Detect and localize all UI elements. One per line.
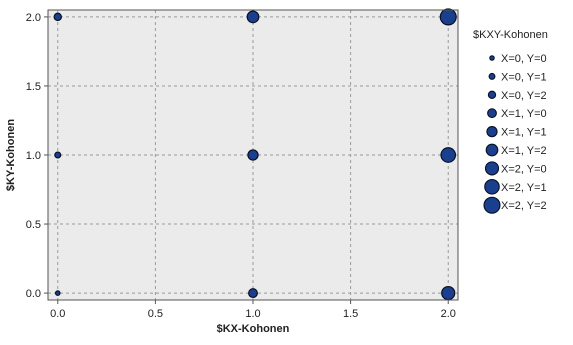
data-point-x-2-y-0 [441,285,456,301]
legend: X=0, Y=0 X=0, Y=1 X=0, Y=2 X=1, Y=0 X=1, Y=1… [483,53,547,214]
y-tick-label: 1.5 [26,81,41,93]
data-point-x-2-y-2 [439,8,457,26]
data-point-x-0-y-2 [53,12,63,22]
legend-marker [488,72,496,80]
x-axis-title: $KX-Kohonen [217,323,290,335]
data-point-x-2-y-1 [440,147,457,163]
legend-label: X=2, Y=1 [501,182,547,194]
legend-label: X=1, Y=0 [501,108,547,120]
x-tick-label: 1.0 [245,308,260,320]
y-tick-label: 0.5 [26,219,41,231]
legend-marker [487,108,497,119]
legend-marker [483,196,501,214]
y-axis-title: $KY-Kohonen [5,119,17,191]
legend-marker [484,161,500,176]
legend-title: $KXY-Kohonen [473,29,548,41]
legend-label: X=0, Y=1 [501,71,547,83]
legend-label: X=0, Y=2 [501,90,547,102]
legend-marker [486,125,498,138]
legend-marker [487,90,497,99]
data-point-x-0-y-1 [54,151,62,159]
legend-label: X=1, Y=1 [501,127,547,139]
data-points [53,8,457,301]
legend-label: X=2, Y=2 [501,200,547,212]
data-point-x-0-y-0 [54,290,61,296]
legend-label: X=2, Y=0 [501,163,547,175]
legend-label: X=1, Y=2 [501,145,547,157]
x-tick-label: 1.5 [343,308,358,320]
y-tick-label: 1.0 [26,150,41,162]
plot-area-border [47,9,459,301]
x-tick-label: 2.0 [441,308,456,320]
x-tick-label: 0.0 [50,308,65,320]
legend-label: X=0, Y=0 [501,53,547,65]
data-point-x-1-y-2 [246,10,260,24]
y-axis-ticks: 0.0 0.5 1.0 1.5 2.0 [26,12,48,300]
legend-marker [485,143,499,157]
data-point-x-1-y-1 [247,149,259,161]
data-point-x-1-y-0 [248,288,258,299]
x-tick-label: 0.5 [148,308,163,320]
x-axis-ticks: 0.0 0.5 1.0 1.5 2.0 [50,300,456,320]
y-tick-label: 0.0 [26,288,41,300]
legend-marker [489,55,495,61]
legend-marker [484,179,500,195]
y-tick-label: 2.0 [26,12,41,24]
